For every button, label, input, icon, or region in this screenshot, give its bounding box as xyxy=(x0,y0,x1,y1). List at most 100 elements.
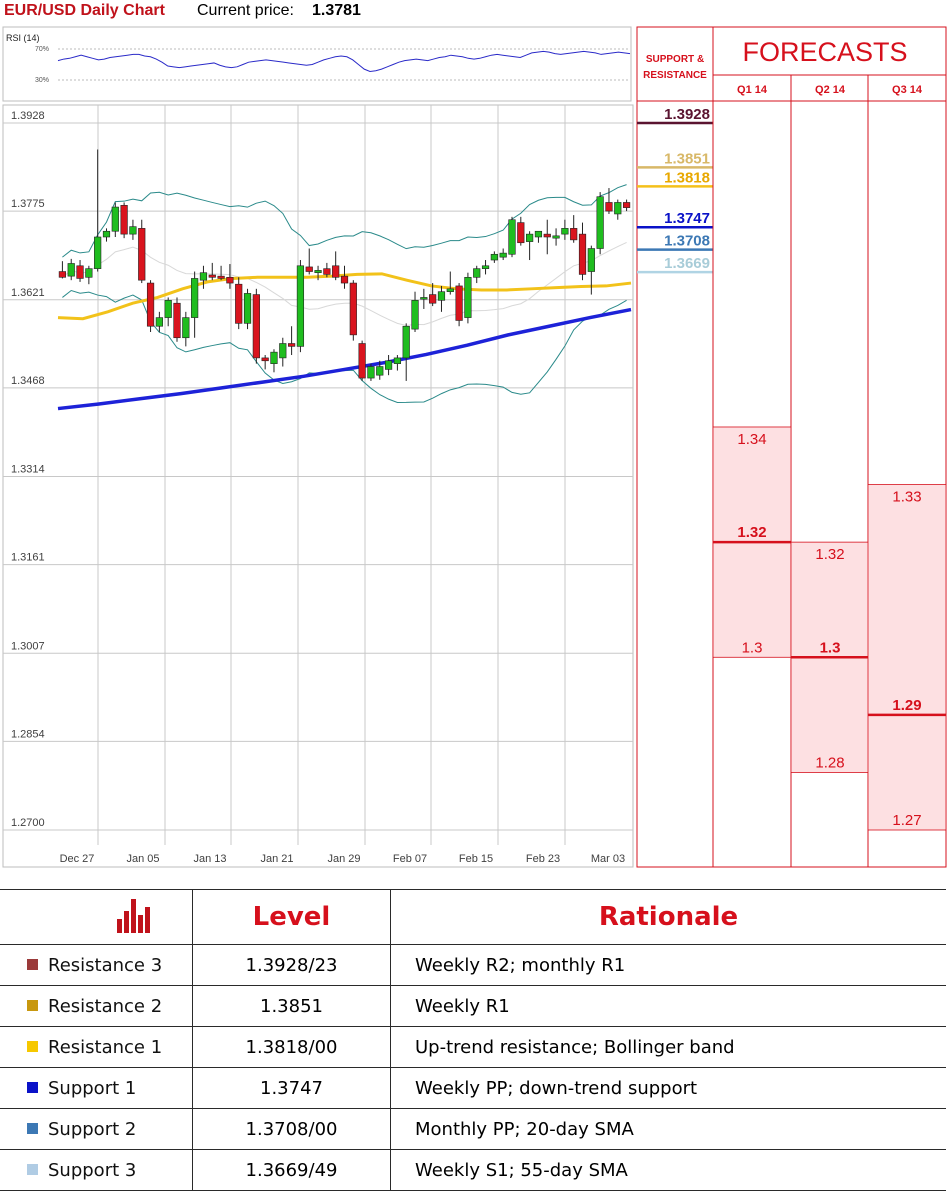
x-tick-label: Jan 13 xyxy=(193,853,226,865)
candle xyxy=(358,340,366,381)
table-row: Resistance 3 1.3928/23 Weekly R2; monthly … xyxy=(0,944,946,986)
x-tick-label: Jan 29 xyxy=(327,853,360,865)
candle-body xyxy=(155,317,163,327)
candle xyxy=(340,265,349,289)
candle xyxy=(323,262,331,278)
price-plot: 1.3928 1.3775 1.3621 1.3468 1.3314 1.3161 1.30… xyxy=(2,104,634,868)
candle xyxy=(164,297,172,327)
level-rationale: Weekly S1; 55-day SMA xyxy=(390,1149,946,1191)
color-swatch xyxy=(27,1122,38,1134)
candle-body xyxy=(58,271,67,278)
candle xyxy=(120,202,128,239)
candle xyxy=(155,311,163,332)
level-value: 1.3669/49 xyxy=(192,1149,391,1191)
candle-body xyxy=(305,266,313,272)
table-header-icon-cell xyxy=(0,889,193,945)
candle-body xyxy=(429,294,437,304)
candle-body xyxy=(490,253,498,261)
forecast-column: Q1 14 1.34 1.32 1.3 xyxy=(712,84,792,658)
candle xyxy=(217,265,225,281)
candle xyxy=(570,215,578,243)
candle-body xyxy=(596,196,604,249)
candle xyxy=(252,288,260,364)
candle xyxy=(464,272,472,324)
candle-body xyxy=(164,300,172,318)
candle-body xyxy=(199,272,208,281)
candle xyxy=(455,283,463,327)
level-name-cell: Support 1 xyxy=(0,1067,193,1109)
forecast-low: 1.27 xyxy=(892,812,921,829)
x-tick-label: Dec 27 xyxy=(60,853,95,865)
candle-body xyxy=(552,235,560,239)
sr-level: 1.3669 xyxy=(637,255,713,274)
candle-body xyxy=(534,230,543,238)
forecast-columns: Q1 14 1.34 1.32 1.3 Q2 14 1.32 1.3 1.28 Q3 14 1.3… xyxy=(712,84,947,831)
forecast-mid: 1.29 xyxy=(892,697,921,714)
candle-body xyxy=(208,274,216,278)
table-header-level: Level xyxy=(192,889,391,945)
candle xyxy=(191,271,199,338)
candle-body xyxy=(393,357,401,364)
sr-level: 1.3708 xyxy=(637,233,713,251)
table-row: Support 3 1.3669/49 Weekly S1; 55-day SMA xyxy=(0,1149,946,1191)
candle-body xyxy=(587,248,595,272)
sr-level-label: 1.3708 xyxy=(664,233,710,250)
candle-body xyxy=(191,278,199,318)
sr-level-label: 1.3747 xyxy=(664,210,710,227)
candle xyxy=(305,248,313,275)
candle xyxy=(420,288,428,309)
y-tick-label: 1.3314 xyxy=(11,464,45,476)
level-name: Support 1 xyxy=(48,1077,137,1099)
level-name: Resistance 1 xyxy=(48,1036,163,1058)
level-name-cell: Support 3 xyxy=(0,1149,193,1191)
level-name: Support 2 xyxy=(48,1118,137,1140)
candle xyxy=(67,258,75,281)
bar-chart-icon xyxy=(115,897,155,933)
rsi-label: RSI (14) xyxy=(6,33,40,43)
rsi-70-label: 70% xyxy=(35,46,49,53)
candle xyxy=(622,199,631,212)
candle-body xyxy=(367,366,375,379)
candle-body xyxy=(67,263,75,277)
table-row: Support 2 1.3708/00 Monthly PP; 20-day SMA xyxy=(0,1108,946,1150)
candle-body xyxy=(288,343,296,347)
candle xyxy=(587,245,595,295)
x-tick-label: Jan 05 xyxy=(126,853,159,865)
table-row: Support 1 1.3747 Weekly PP; down-trend sup… xyxy=(0,1067,946,1109)
forecasts-title: FORECASTS xyxy=(742,37,907,67)
price-plot-frame xyxy=(2,104,634,868)
candle xyxy=(94,149,102,272)
forecast-high: 1.32 xyxy=(815,546,844,563)
candle-body xyxy=(420,297,428,300)
candle-body xyxy=(376,366,384,376)
candle-body xyxy=(402,325,410,359)
candle-body xyxy=(499,252,507,258)
candle-body xyxy=(270,351,278,364)
candle-body xyxy=(76,265,84,279)
candle-body xyxy=(517,222,525,244)
candle-body xyxy=(173,302,181,339)
candle-body xyxy=(182,317,190,339)
candle-body xyxy=(526,233,534,242)
candle-body xyxy=(570,228,578,241)
forecast-low: 1.3 xyxy=(742,639,763,656)
candle xyxy=(481,260,490,275)
sr-title-line1: SUPPORT & xyxy=(646,54,704,65)
level-value: 1.3851 xyxy=(192,985,391,1027)
candle xyxy=(526,231,534,261)
candle xyxy=(111,202,119,237)
candle-body xyxy=(296,265,305,347)
candle xyxy=(146,280,155,332)
candle xyxy=(596,192,604,255)
forecast-high: 1.33 xyxy=(892,489,921,506)
forecast-range xyxy=(867,484,947,831)
candle xyxy=(129,219,137,240)
x-tick-label: Feb 23 xyxy=(526,853,560,865)
level-rationale: Weekly R1 xyxy=(390,985,946,1027)
candle xyxy=(243,288,252,330)
candle xyxy=(534,230,543,243)
y-tick-label: 1.2700 xyxy=(11,817,45,829)
candle-body xyxy=(543,233,551,238)
candle-body xyxy=(261,357,269,362)
candle xyxy=(376,360,384,380)
